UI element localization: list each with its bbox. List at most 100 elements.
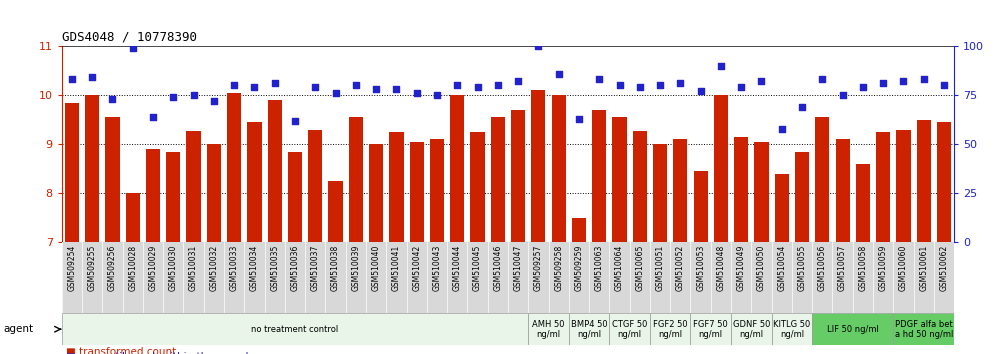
Bar [593,110,607,242]
Bar [62,313,528,345]
Point [713,63,729,68]
Text: GSM510053: GSM510053 [696,245,705,291]
Bar [430,139,444,242]
Point [429,92,445,98]
Text: GSM510065: GSM510065 [635,245,644,291]
Text: ■ percentile rank within the sample: ■ percentile rank within the sample [66,352,255,354]
Text: GSM509254: GSM509254 [68,245,77,291]
Point [815,76,831,82]
Text: GSM510058: GSM510058 [859,245,868,291]
Text: GSM510039: GSM510039 [352,245,361,291]
Point [185,92,201,98]
Point [774,126,790,131]
Bar [896,130,910,242]
Point [733,85,749,90]
Bar [531,90,546,242]
Point [875,80,891,86]
Text: GSM509256: GSM509256 [108,245,117,291]
Point [915,76,931,82]
Text: GSM510062: GSM510062 [939,245,948,291]
Point [936,82,952,88]
Bar [731,313,772,345]
Point [267,80,283,86]
Point [510,79,526,84]
Bar [125,193,139,242]
Point [226,82,242,88]
Text: GSM510030: GSM510030 [168,245,178,291]
Text: GSM510034: GSM510034 [250,245,259,291]
Bar [754,142,769,242]
Bar [673,139,687,242]
Text: GSM510052: GSM510052 [676,245,685,291]
Bar [247,122,262,242]
Bar [308,130,323,242]
Bar [569,313,610,345]
Text: GSM510038: GSM510038 [331,245,340,291]
Text: GSM510050: GSM510050 [757,245,766,291]
Text: GSM510049: GSM510049 [737,245,746,291]
Text: GSM510061: GSM510061 [919,245,928,291]
Bar [876,132,890,242]
Text: FGF2 50
ng/ml: FGF2 50 ng/ml [653,320,687,339]
Text: GSM510057: GSM510057 [838,245,848,291]
Text: GSM510060: GSM510060 [899,245,908,291]
Text: AMH 50
ng/ml: AMH 50 ng/ml [532,320,565,339]
Bar [572,218,586,242]
Point [369,86,384,92]
Text: GSM509255: GSM509255 [88,245,97,291]
Text: GSM510045: GSM510045 [473,245,482,291]
Bar [166,152,180,242]
Bar [85,95,100,242]
Text: GSM510048: GSM510048 [716,245,725,291]
Point [835,92,851,98]
Point [531,43,547,49]
Point [206,98,222,104]
Bar [106,117,120,242]
Point [348,82,364,88]
Text: GSM510051: GSM510051 [655,245,664,291]
Bar [62,242,954,313]
Bar [893,313,954,345]
Text: GSM510042: GSM510042 [412,245,421,291]
Text: LIF 50 ng/ml: LIF 50 ng/ml [827,325,878,334]
Bar [491,117,505,242]
Point [672,80,688,86]
Point [551,71,567,76]
Text: GSM510032: GSM510032 [209,245,218,291]
Point [449,82,465,88]
Point [287,118,303,124]
Bar [650,313,690,345]
Bar [227,93,241,242]
Point [388,86,404,92]
Point [895,79,911,84]
Text: GSM510044: GSM510044 [453,245,462,291]
Text: GSM510033: GSM510033 [230,245,239,291]
Text: GSM509259: GSM509259 [575,245,584,291]
Bar [775,174,789,242]
Text: GSM509257: GSM509257 [534,245,543,291]
Text: GSM510064: GSM510064 [615,245,624,291]
Point [469,85,485,90]
Point [855,85,871,90]
Text: GSM510059: GSM510059 [878,245,887,291]
Bar [268,100,282,242]
Point [794,104,810,110]
Point [64,76,80,82]
Bar [632,131,646,242]
Point [490,82,506,88]
Text: agent: agent [3,324,33,334]
Bar [207,144,221,242]
Bar [552,95,566,242]
Bar [370,144,383,242]
Bar [693,171,708,242]
Bar [856,164,870,242]
Bar [812,313,893,345]
Text: no treatment control: no treatment control [251,325,339,334]
Text: FGF7 50
ng/ml: FGF7 50 ng/ml [693,320,728,339]
Bar [470,132,485,242]
Point [631,85,647,90]
Bar [734,137,748,242]
Bar [349,117,363,242]
Text: GSM510046: GSM510046 [493,245,502,291]
Point [592,76,608,82]
